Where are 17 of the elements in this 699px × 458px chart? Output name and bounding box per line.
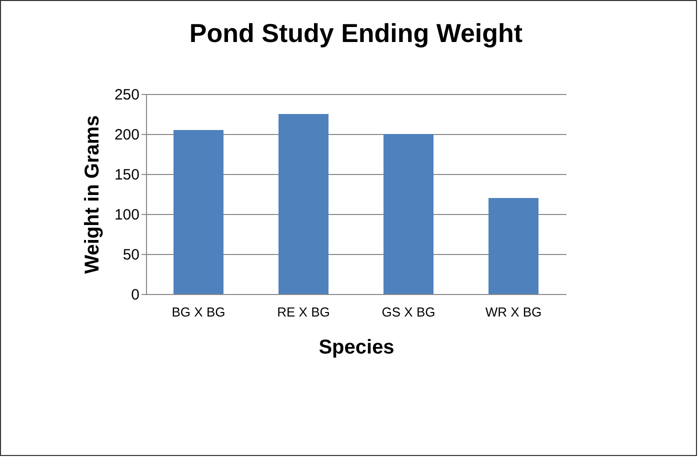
bar: [278, 114, 328, 294]
x-axis-title: Species: [318, 336, 394, 358]
y-tick-label: 200: [114, 126, 140, 144]
y-tick-label: 0: [131, 286, 140, 304]
y-tick-label: 150: [114, 166, 140, 184]
x-tick-label: RE X BG: [277, 304, 330, 320]
y-axis-title: Weight in Grams: [81, 115, 104, 274]
y-tick-label: 50: [122, 246, 140, 264]
x-tick-label: GS X BG: [382, 304, 436, 320]
bar: [174, 130, 224, 294]
x-tick-label: BG X BG: [172, 304, 226, 320]
chart-title: Pond Study Ending Weight: [189, 18, 523, 48]
y-tick-label: 100: [114, 206, 140, 224]
bar: [488, 198, 538, 294]
bar: [384, 134, 434, 294]
x-tick-label: WR X BG: [485, 304, 542, 320]
y-tick-label: 250: [114, 86, 140, 104]
